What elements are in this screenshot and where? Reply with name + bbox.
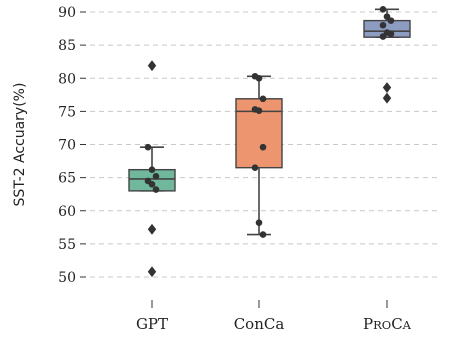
box-plots	[128, 6, 411, 278]
y-tick-label: 55	[58, 237, 76, 253]
outlier-point	[382, 82, 392, 93]
outlier-point	[382, 92, 392, 104]
data-point	[152, 173, 160, 180]
y-tick-label: 70	[58, 138, 76, 154]
box-group-conca	[235, 72, 283, 238]
data-point	[387, 17, 395, 24]
x-tick-label: ConCa	[234, 315, 285, 333]
y-tick-label: 65	[58, 171, 76, 187]
y-tick-label: 60	[58, 204, 76, 220]
data-point	[387, 30, 395, 38]
y-axis: 50 55 60 65 70 75 80 85 90	[58, 5, 86, 286]
y-tick-label: 50	[58, 270, 76, 286]
data-point	[255, 74, 263, 82]
data-point	[148, 166, 156, 173]
x-tick-label: GPT	[136, 315, 168, 333]
y-axis-label: SST-2 Accuary(%)	[12, 83, 28, 207]
x-tick-label-part: RO	[373, 318, 391, 332]
data-point	[379, 21, 387, 29]
box-group-proca	[363, 6, 411, 104]
x-tick-label-part: P	[363, 315, 373, 333]
y-tick-label: 85	[58, 38, 76, 54]
x-tick-label: PROCA	[363, 315, 412, 333]
data-point	[379, 33, 387, 40]
data-point	[259, 231, 267, 238]
data-point	[152, 186, 160, 193]
y-tick-label: 75	[58, 104, 76, 120]
data-point	[148, 180, 156, 188]
box-iqr	[235, 98, 283, 169]
data-point	[255, 107, 263, 115]
x-tick-label-part: C	[391, 315, 402, 333]
data-point	[383, 13, 391, 20]
data-point	[251, 164, 259, 171]
y-tick-label: 80	[58, 71, 76, 87]
box-iqr	[363, 19, 411, 38]
data-point	[379, 6, 387, 13]
data-point	[144, 143, 152, 151]
data-point	[255, 219, 263, 226]
outlier-point	[147, 266, 157, 278]
data-point	[259, 143, 267, 151]
x-tick-label-part: A	[402, 318, 412, 332]
x-axis: GPT ConCa PROCA	[136, 300, 412, 333]
outlier-point	[147, 223, 157, 235]
outlier-point	[147, 60, 157, 72]
box-group-gpt	[128, 60, 176, 278]
y-tick-label: 90	[58, 5, 76, 21]
data-point	[259, 95, 267, 103]
